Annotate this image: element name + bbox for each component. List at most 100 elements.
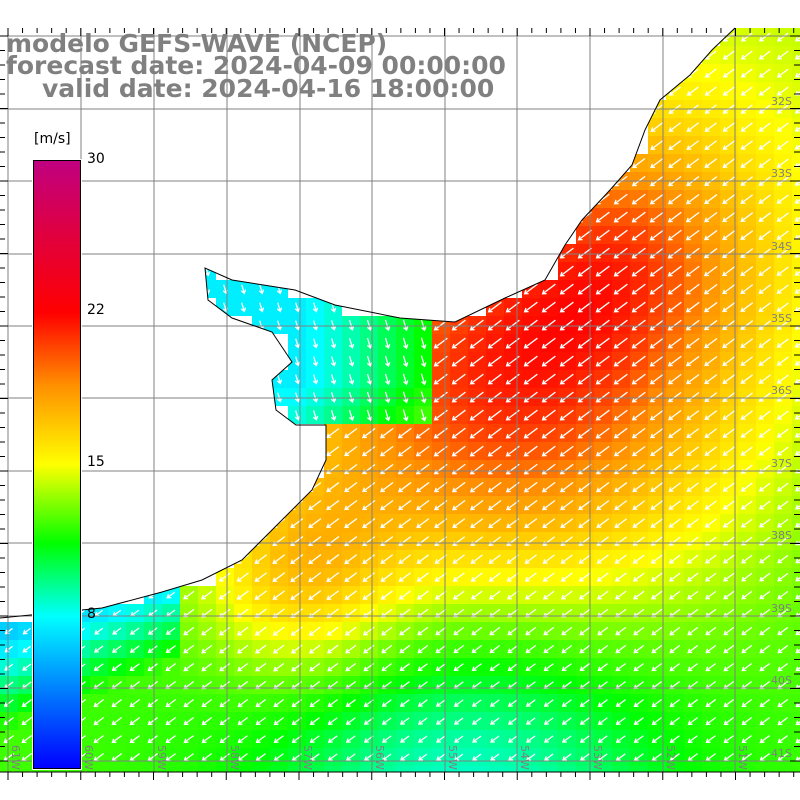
wind-arrow [348, 320, 355, 331]
wind-arrow [758, 32, 771, 42]
wind-arrow [507, 699, 518, 707]
wind-arrow [795, 486, 800, 492]
wind-arrow [668, 409, 682, 421]
wind-arrow [312, 410, 319, 421]
wind-arrow [686, 572, 699, 582]
wind-arrow [94, 627, 104, 635]
wind-arrow [740, 212, 754, 222]
wind-arrow [632, 157, 646, 169]
wind-arrow [273, 753, 284, 761]
wind-arrow [577, 355, 592, 367]
wind-arrow [147, 699, 159, 708]
wind-arrow [740, 266, 754, 277]
wind-arrow [183, 735, 194, 744]
wind-cell [792, 154, 800, 172]
wind-arrow [794, 36, 800, 42]
wind-arrow [578, 500, 592, 511]
wind-arrow [312, 302, 319, 313]
wind-arrow [330, 392, 337, 403]
wind-arrow [420, 391, 427, 404]
wind-arrow [704, 446, 717, 456]
wind-arrow [649, 373, 664, 385]
wind-arrow [272, 590, 286, 600]
wind-arrow [615, 699, 626, 708]
wind-arrow [705, 699, 716, 708]
wind-arrow [668, 518, 681, 528]
wind-arrow [705, 626, 717, 636]
wind-arrow [326, 446, 340, 457]
wind-arrow [794, 450, 800, 456]
wind-arrow [219, 644, 231, 654]
wind-arrow [435, 644, 447, 654]
wind-arrow [487, 319, 502, 331]
wind-arrow [759, 717, 770, 726]
wind-arrow [740, 230, 754, 241]
wind-arrow [633, 626, 645, 636]
wind-arrow [469, 337, 484, 349]
wind-arrow [723, 753, 734, 762]
wind-arrow [452, 499, 466, 511]
wind-arrow [309, 662, 321, 672]
wind-arrow [758, 86, 771, 96]
wind-cell [792, 64, 800, 82]
wind-arrow [723, 644, 735, 654]
wind-arrow [327, 699, 338, 708]
wind-arrow [398, 518, 412, 529]
wind-arrow [344, 446, 358, 457]
wind-cell [792, 748, 800, 766]
wind-arrow [758, 464, 771, 474]
wind-arrow [541, 445, 556, 457]
wind-arrow [579, 735, 590, 743]
wind-arrow [633, 699, 644, 708]
wind-arrow [669, 608, 681, 618]
wind-arrow [758, 140, 771, 150]
wind-arrow [255, 699, 267, 708]
wind-arrow [541, 373, 556, 385]
wind-arrow [434, 590, 447, 600]
wind-arrow [559, 445, 574, 457]
wind-arrow [631, 247, 646, 259]
wind-arrow [559, 319, 574, 331]
wind-arrow [759, 735, 770, 744]
wind-arrow [452, 590, 465, 600]
wind-cell [792, 532, 800, 550]
wind-arrow [776, 302, 789, 312]
wind-arrow [741, 662, 753, 672]
wind-arrow [219, 717, 230, 726]
wind-arrow [523, 373, 538, 385]
wind-arrow [471, 645, 483, 654]
wind-arrow [240, 302, 247, 313]
lat-label: 33S [771, 167, 792, 180]
wind-arrow [722, 266, 736, 277]
wind-arrow [776, 212, 789, 222]
wind-arrow [613, 373, 628, 385]
wind-arrow [273, 735, 284, 744]
wind-arrow [595, 283, 610, 295]
wind-arrow [758, 320, 771, 330]
wind-arrow [345, 662, 357, 672]
wind-arrow [218, 590, 231, 600]
wind-arrow [471, 608, 483, 618]
wind-arrow [722, 374, 736, 384]
wind-arrow [21, 717, 33, 726]
wind-arrow [667, 265, 682, 277]
wind-arrow [165, 771, 176, 780]
wind-cell [54, 766, 72, 772]
wind-arrow [384, 355, 391, 368]
wind-arrow [776, 284, 789, 294]
wind-arrow [794, 198, 800, 204]
wind-arrow [470, 572, 483, 582]
wind-arrow [417, 626, 429, 636]
wind-cell [792, 118, 800, 136]
wind-arrow [741, 626, 753, 636]
wind-arrow [451, 355, 466, 367]
wind-arrow [579, 699, 590, 707]
wind-arrow [776, 86, 789, 96]
wind-arrow [633, 717, 644, 725]
wind-arrow [613, 265, 628, 277]
wind-arrow [685, 265, 700, 277]
wind-arrow [614, 500, 628, 511]
wind-arrow [200, 590, 213, 600]
wind-arrow [472, 735, 482, 743]
wind-arrow [381, 644, 393, 654]
